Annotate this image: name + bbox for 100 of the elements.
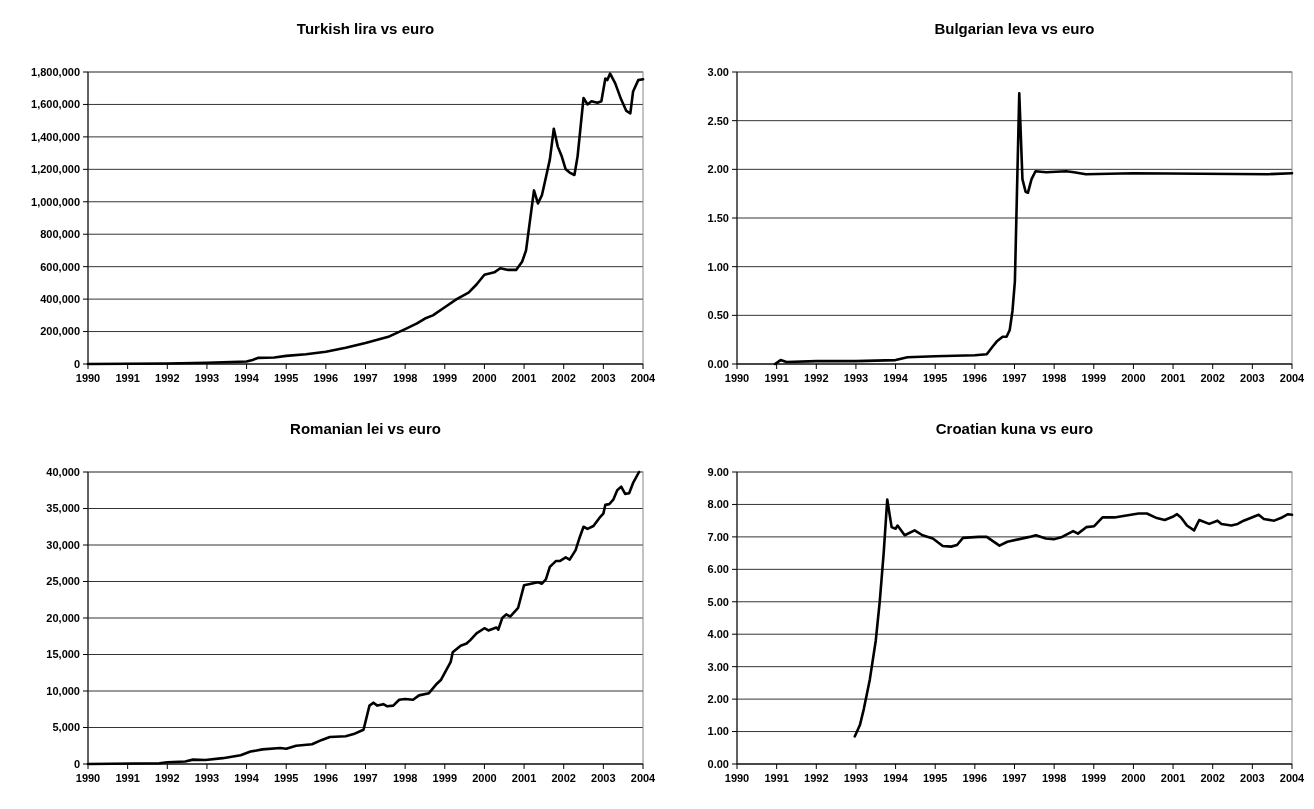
x-tick-label: 2003 — [1240, 372, 1265, 384]
y-tick-label: 800,000 — [40, 228, 80, 241]
x-tick-label: 1999 — [432, 772, 458, 784]
x-tick-label: 2000 — [472, 372, 497, 384]
x-tick-label: 2002 — [1200, 372, 1225, 384]
y-tick-label: 5.00 — [707, 595, 729, 608]
x-tick-label: 1991 — [115, 372, 140, 384]
y-tick-label: 200,000 — [40, 325, 80, 338]
y-tick-label: 6.00 — [707, 563, 729, 576]
x-tick-label: 2002 — [551, 372, 576, 384]
y-tick-label: 400,000 — [40, 292, 80, 305]
y-tick-label: 2.00 — [707, 692, 729, 705]
y-tick-label: 1.00 — [707, 260, 729, 273]
x-tick-label: 1994 — [883, 772, 909, 784]
x-tick-label: 1991 — [115, 772, 140, 784]
y-tick-label: 40,000 — [46, 465, 80, 478]
y-tick-label: 4.00 — [707, 628, 729, 641]
x-tick-label: 1995 — [273, 372, 299, 384]
y-tick-label: 3.00 — [707, 660, 729, 673]
x-tick-label: 2001 — [1160, 372, 1186, 384]
x-tick-label: 1997 — [1002, 772, 1027, 784]
x-tick-label: 1994 — [234, 772, 260, 784]
x-tick-label: 1994 — [234, 372, 260, 384]
x-tick-label: 2003 — [591, 372, 616, 384]
x-tick-label: 2004 — [630, 772, 657, 784]
x-tick-label: 1998 — [1041, 372, 1067, 384]
x-tick-label: 1991 — [764, 372, 789, 384]
x-tick-label: 1992 — [804, 372, 829, 384]
x-tick-label: 1990 — [724, 772, 750, 784]
y-tick-label: 1,400,000 — [31, 130, 80, 143]
y-tick-label: 1.00 — [707, 725, 729, 738]
y-tick-label: 25,000 — [46, 575, 80, 588]
y-tick-label: 0 — [73, 757, 80, 770]
x-tick-label: 1999 — [1081, 372, 1107, 384]
x-tick-label: 1996 — [313, 372, 339, 384]
y-tick-label: 30,000 — [46, 538, 80, 551]
x-tick-label: 1993 — [843, 772, 869, 784]
x-tick-label: 1999 — [1081, 772, 1107, 784]
chart-title: Croatian kuna vs euro — [935, 420, 1094, 437]
x-tick-label: 1998 — [1041, 772, 1067, 784]
x-tick-label: 1998 — [392, 772, 418, 784]
x-tick-label: 1992 — [804, 772, 829, 784]
x-tick-label: 1994 — [883, 372, 909, 384]
x-tick-label: 1992 — [155, 372, 180, 384]
y-tick-label: 1,600,000 — [31, 98, 80, 111]
x-tick-label: 1992 — [155, 772, 180, 784]
y-tick-label: 0.50 — [707, 309, 729, 322]
x-tick-label: 2000 — [472, 772, 497, 784]
y-tick-label: 2.00 — [707, 163, 729, 176]
x-tick-label: 1990 — [75, 772, 101, 784]
x-tick-label: 2001 — [511, 372, 537, 384]
y-tick-label: 1.50 — [707, 211, 729, 224]
y-tick-label: 0 — [73, 357, 80, 370]
x-tick-label: 1996 — [962, 372, 988, 384]
x-tick-label: 1997 — [1002, 372, 1027, 384]
x-tick-label: 1996 — [962, 772, 988, 784]
y-tick-label: 1,000,000 — [31, 195, 80, 208]
x-tick-label: 2001 — [1160, 772, 1186, 784]
x-tick-label: 1993 — [843, 372, 869, 384]
x-tick-label: 1993 — [194, 372, 220, 384]
y-tick-label: 7.00 — [707, 530, 729, 543]
x-tick-label: 2003 — [1240, 772, 1265, 784]
y-tick-label: 1,800,000 — [31, 65, 80, 78]
x-tick-label: 1995 — [922, 772, 948, 784]
x-tick-label: 1998 — [392, 372, 418, 384]
chart-title: Bulgarian leva vs euro — [934, 20, 1095, 37]
y-tick-label: 20,000 — [46, 611, 80, 624]
y-tick-label: 1,200,000 — [31, 163, 80, 176]
x-tick-label: 1993 — [194, 772, 220, 784]
x-tick-label: 1995 — [922, 372, 948, 384]
x-tick-label: 2003 — [591, 772, 616, 784]
x-tick-label: 1995 — [273, 772, 299, 784]
x-tick-label: 2004 — [1279, 772, 1306, 784]
x-tick-label: 1990 — [75, 372, 101, 384]
x-tick-label: 1997 — [353, 772, 378, 784]
x-tick-label: 2000 — [1121, 772, 1146, 784]
y-tick-label: 600,000 — [40, 260, 80, 273]
y-tick-label: 15,000 — [46, 648, 80, 661]
x-tick-label: 2002 — [1200, 772, 1225, 784]
x-tick-label: 2000 — [1121, 372, 1146, 384]
y-tick-label: 8.00 — [707, 498, 729, 511]
y-tick-label: 3.00 — [707, 65, 729, 78]
x-tick-label: 1997 — [353, 372, 378, 384]
y-tick-label: 35,000 — [46, 502, 80, 515]
x-tick-label: 2004 — [1279, 372, 1306, 384]
x-tick-label: 1999 — [432, 372, 458, 384]
x-tick-label: 2004 — [630, 372, 657, 384]
y-tick-label: 0.00 — [707, 757, 729, 770]
x-tick-label: 2002 — [551, 772, 576, 784]
x-tick-label: 2001 — [511, 772, 537, 784]
x-tick-label: 1990 — [724, 372, 750, 384]
y-tick-label: 10,000 — [46, 684, 80, 697]
y-tick-label: 9.00 — [707, 465, 729, 478]
chart-title: Turkish lira vs euro — [296, 20, 435, 37]
x-tick-label: 1991 — [764, 772, 789, 784]
x-tick-label: 1996 — [313, 772, 339, 784]
y-tick-label: 5,000 — [52, 721, 80, 734]
y-tick-label: 2.50 — [707, 114, 729, 127]
chart-title: Romanian lei vs euro — [290, 420, 441, 437]
y-tick-label: 0.00 — [707, 357, 729, 370]
